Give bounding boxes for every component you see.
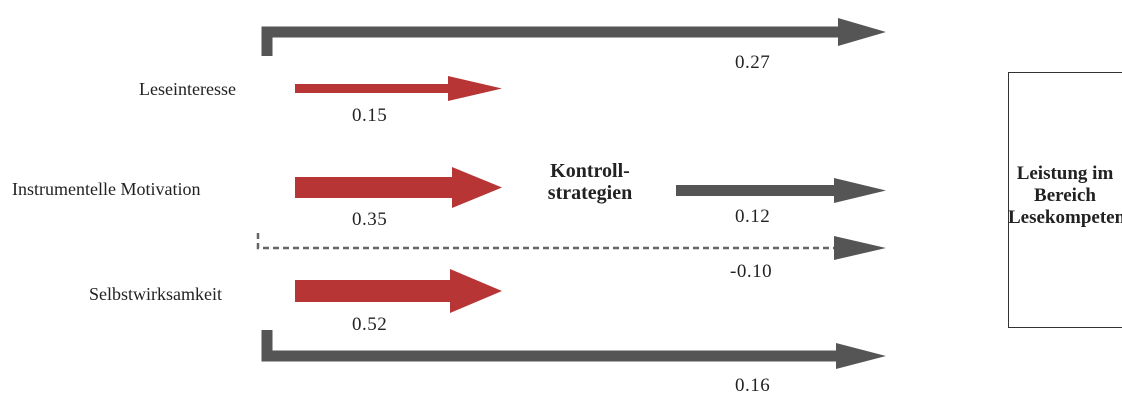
direct-path-selbstwirksamkeit-arrow: [261, 330, 886, 369]
coef-mediator-outcome: 0.12: [735, 206, 771, 227]
outcome-label: Leistung im Bereich Lesekompetenz: [1008, 163, 1122, 229]
outcome-label-line1: Leistung im: [1016, 163, 1114, 184]
coef-selbstwirksamkeit-mediator: 0.52: [352, 314, 388, 335]
mediator-label-line2: strategien: [547, 182, 633, 204]
predictor-label-motivation: Instrumentelle Motivation: [12, 179, 201, 199]
direct-path-motivation-arrow: [256, 233, 886, 260]
coef-motivation-direct: -0.10: [730, 261, 773, 282]
coef-selbstwirksamkeit-direct: 0.16: [735, 375, 771, 396]
predictor-label-leseinteresse: Leseinteresse: [139, 79, 236, 99]
direct-path-leseinteresse-arrow: [261, 18, 886, 56]
outcome-label-line2: Bereich: [1034, 185, 1096, 206]
mediator-label-line1: Kontroll-: [550, 160, 630, 182]
path-mediator-arrow: [676, 178, 886, 203]
outcome-label-line3: Lesekompetenz: [1008, 207, 1122, 228]
coef-motivation-mediator: 0.35: [352, 209, 388, 230]
outcome-box: [1008, 72, 1122, 328]
path-selbstwirksamkeit-arrow: [295, 269, 502, 313]
path-leseinteresse-arrow: [295, 76, 502, 101]
predictor-label-selbstwirksamkeit: Selbstwirksamkeit: [89, 284, 222, 304]
path-motivation-arrow: [295, 167, 502, 208]
mediator-label: Kontroll- strategien: [510, 160, 670, 204]
coef-leseinteresse-mediator: 0.15: [352, 105, 388, 126]
coef-leseinteresse-direct: 0.27: [735, 52, 771, 73]
